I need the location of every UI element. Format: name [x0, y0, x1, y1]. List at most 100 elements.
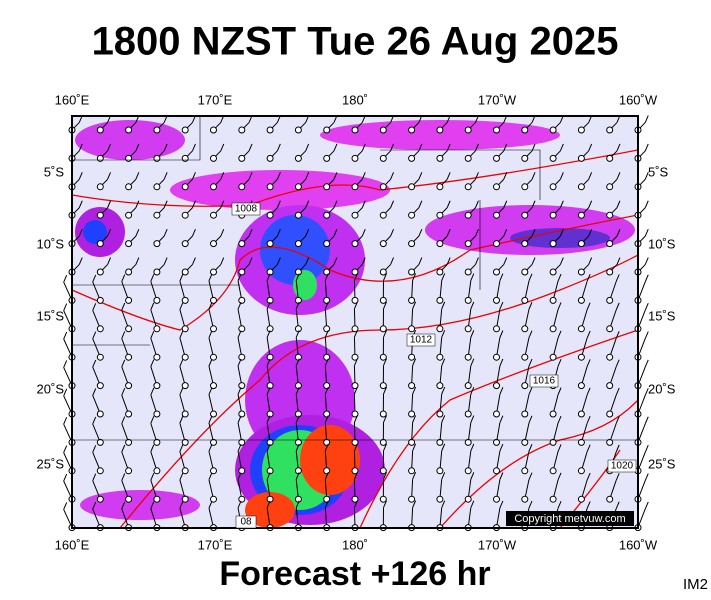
- barb-feather: [644, 172, 649, 180]
- barb-station: [153, 183, 161, 191]
- barb-feather: [266, 301, 271, 310]
- barb-feather: [305, 257, 310, 265]
- isobar: [119, 254, 639, 529]
- barb-feather: [418, 200, 423, 208]
- barb-station: [323, 211, 331, 219]
- barb-feather: [470, 301, 475, 310]
- barb-station: [606, 268, 614, 276]
- lon-label: 170˚W: [478, 92, 517, 107]
- barb-station: [493, 211, 500, 219]
- barb-station: [379, 467, 387, 475]
- barb-station: [181, 410, 189, 418]
- barb-station: [493, 126, 500, 134]
- title: 1800 NZST Tue 26 Aug 2025: [92, 20, 619, 64]
- barb-station: [238, 240, 246, 248]
- barb-feather: [528, 415, 533, 424]
- barb-feather: [295, 443, 300, 452]
- barb-station: [606, 240, 614, 248]
- barb-feather: [470, 358, 475, 366]
- barb-feather: [616, 172, 621, 180]
- barb-station: [323, 325, 331, 333]
- lat-label: 10˚S: [648, 236, 676, 251]
- barb-station: [464, 126, 472, 134]
- barb-station: [521, 325, 529, 333]
- barb-station: [96, 240, 104, 248]
- copyright: Copyright metvuw.com: [514, 513, 625, 525]
- barb-feather: [107, 257, 112, 265]
- barb-feather: [220, 228, 225, 237]
- barb-station: [153, 296, 161, 304]
- barb-station: [436, 438, 444, 446]
- barb-feather: [150, 416, 155, 424]
- barb-station: [408, 268, 416, 276]
- barb-station: [125, 268, 133, 276]
- barb-station: [181, 268, 189, 276]
- barb-feather: [237, 358, 242, 367]
- barb-station: [521, 183, 529, 191]
- lon-label: 160˚E: [55, 92, 90, 107]
- barb-station: [379, 211, 387, 219]
- barb-station: [606, 325, 614, 333]
- barb-station: [266, 438, 274, 446]
- barb-station: [577, 268, 585, 276]
- wind-barbs: [63, 115, 649, 532]
- barb-station: [493, 467, 500, 475]
- barb-feather: [295, 330, 300, 338]
- barb-station: [606, 495, 614, 503]
- barb-station: [379, 183, 387, 191]
- barb-station: [521, 240, 529, 248]
- barb-feather: [237, 387, 242, 395]
- barb-station: [181, 296, 189, 304]
- barb-station: [294, 154, 302, 162]
- barb-feather: [237, 443, 242, 452]
- barb-feather: [179, 302, 184, 310]
- barb-feather: [63, 360, 68, 368]
- barb-feather: [295, 386, 300, 395]
- barb-feather: [446, 172, 451, 180]
- barb-feather: [208, 387, 213, 395]
- barb-feather: [63, 445, 68, 453]
- precip-area: [510, 228, 610, 248]
- barb-feather: [441, 472, 446, 480]
- barb-station: [379, 325, 387, 333]
- barb-feather: [588, 143, 593, 152]
- label-box: [607, 459, 637, 473]
- barb-station: [493, 154, 500, 162]
- barb-station: [210, 438, 217, 446]
- barb-station: [577, 183, 585, 191]
- barb-feather: [390, 228, 395, 237]
- barb-station: [379, 154, 387, 162]
- barb-station: [294, 495, 302, 503]
- barb-feather: [353, 330, 358, 338]
- barb-station: [181, 467, 189, 475]
- barb-feather: [412, 415, 417, 423]
- barb-station: [577, 410, 585, 418]
- barb-station: [153, 268, 161, 276]
- barb-station: [436, 467, 444, 475]
- barb-feather: [528, 302, 533, 310]
- barb-station: [294, 410, 302, 418]
- barb-station: [323, 183, 331, 191]
- barb-feather: [333, 143, 338, 152]
- barb-feather: [557, 415, 562, 424]
- barb-station: [210, 382, 217, 390]
- barb-feather: [333, 172, 338, 180]
- barb-feather: [615, 274, 620, 282]
- barb-station: [323, 154, 331, 162]
- barb-feather: [276, 257, 281, 265]
- barb-feather: [333, 200, 338, 208]
- barb-feather: [499, 301, 504, 310]
- barb-station: [577, 495, 585, 503]
- barb-station: [351, 240, 359, 248]
- barb-station: [96, 183, 104, 191]
- barb-station: [266, 268, 274, 276]
- barb-station: [493, 353, 500, 361]
- barb-station: [464, 438, 472, 446]
- barb-feather: [63, 417, 68, 425]
- barb-feather: [353, 358, 358, 366]
- barb-feather: [644, 359, 649, 368]
- barb-feather: [528, 444, 533, 452]
- barb-feather: [266, 415, 271, 423]
- barb-feather: [295, 472, 300, 480]
